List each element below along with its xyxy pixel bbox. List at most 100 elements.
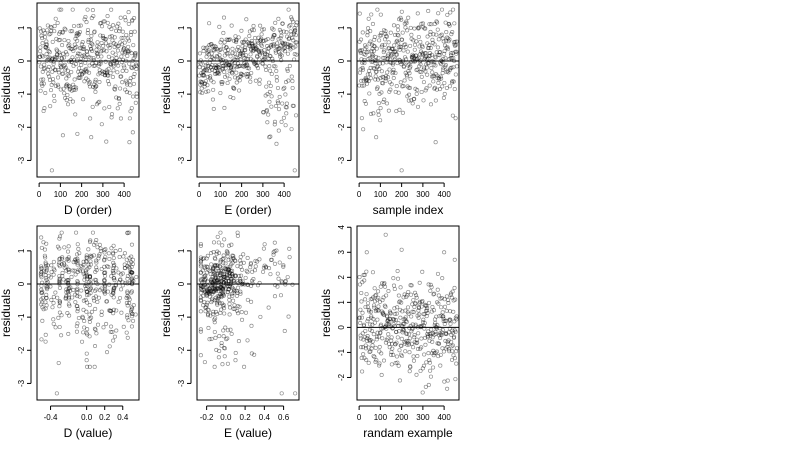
data-point: [72, 84, 77, 90]
data-point: [250, 278, 255, 283]
data-point: [401, 84, 406, 89]
data-point: [279, 53, 284, 58]
data-point: [395, 269, 400, 274]
y-tick-label: -3: [17, 379, 26, 387]
data-point: [286, 36, 291, 42]
data-point: [428, 29, 433, 35]
data-point: [399, 37, 405, 42]
data-point: [241, 40, 246, 45]
data-point: [70, 99, 75, 104]
data-point: [85, 289, 90, 295]
data-point: [281, 115, 286, 120]
data-point: [441, 316, 446, 321]
data-point: [425, 72, 430, 77]
data-point: [389, 46, 394, 51]
data-point: [415, 354, 420, 359]
data-point: [450, 7, 456, 12]
data-point: [127, 116, 132, 121]
data-point: [372, 44, 377, 49]
data-point: [66, 270, 71, 275]
data-point: [125, 293, 130, 298]
data-point: [287, 43, 292, 48]
data-point: [225, 251, 230, 256]
data-point: [386, 288, 391, 294]
data-point: [84, 293, 90, 298]
data-point: [213, 256, 218, 262]
data-point: [43, 276, 48, 281]
data-point: [423, 302, 428, 307]
data-point: [206, 89, 211, 94]
data-point: [252, 61, 257, 66]
data-point: [125, 303, 130, 308]
data-point: [238, 277, 243, 282]
data-point: [75, 286, 80, 291]
data-point: [388, 310, 393, 315]
data-point: [386, 52, 391, 57]
data-point: [94, 84, 99, 89]
data-point: [133, 312, 138, 317]
data-point: [47, 77, 53, 83]
data-point: [81, 330, 86, 335]
data-point: [128, 76, 133, 81]
data-point: [218, 268, 223, 273]
data-point: [264, 108, 269, 113]
data-point: [210, 285, 215, 291]
data-point: [122, 265, 127, 271]
data-point: [372, 305, 377, 310]
data-point: [403, 318, 408, 323]
data-point: [113, 248, 118, 253]
data-point: [130, 276, 135, 281]
data-point: [114, 61, 119, 66]
data-point: [222, 237, 227, 242]
data-point: [254, 63, 259, 68]
data-point: [443, 318, 448, 323]
data-point: [366, 49, 371, 54]
data-point: [381, 100, 386, 105]
data-point: [220, 301, 225, 306]
data-point: [231, 286, 236, 291]
data-point: [235, 304, 240, 309]
data-point: [78, 59, 83, 64]
data-point: [216, 299, 221, 304]
data-point: [124, 68, 129, 73]
data-point: [38, 29, 44, 34]
data-point: [59, 262, 65, 267]
y-tick-label: -1: [337, 90, 346, 98]
data-point: [74, 230, 79, 235]
data-point: [421, 317, 426, 322]
data-point: [64, 98, 69, 103]
data-point: [122, 51, 127, 56]
data-point: [75, 294, 80, 299]
data-point: [282, 85, 287, 90]
data-point: [289, 32, 294, 37]
data-point: [402, 321, 407, 326]
data-point: [209, 41, 214, 47]
data-point: [408, 365, 413, 370]
data-point: [427, 43, 432, 48]
data-point: [378, 76, 383, 81]
data-point: [211, 80, 216, 85]
data-point: [255, 66, 261, 71]
data-point: [123, 18, 128, 23]
data-point: [403, 70, 408, 75]
data-point: [43, 306, 48, 311]
data-point: [54, 47, 59, 52]
data-point: [284, 105, 289, 110]
data-point: [81, 298, 86, 303]
data-point: [431, 62, 436, 67]
data-point: [111, 260, 116, 265]
data-point: [367, 91, 372, 96]
data-point: [430, 37, 435, 42]
data-point: [253, 46, 258, 51]
data-point: [118, 116, 123, 121]
data-point: [399, 62, 404, 67]
data-point: [292, 52, 297, 57]
data-point: [65, 102, 71, 107]
data-point: [88, 55, 93, 60]
data-point: [267, 53, 272, 58]
data-point: [420, 51, 425, 56]
data-point: [436, 301, 441, 306]
data-point: [111, 338, 116, 343]
data-point: [374, 69, 379, 74]
data-point: [132, 29, 137, 34]
